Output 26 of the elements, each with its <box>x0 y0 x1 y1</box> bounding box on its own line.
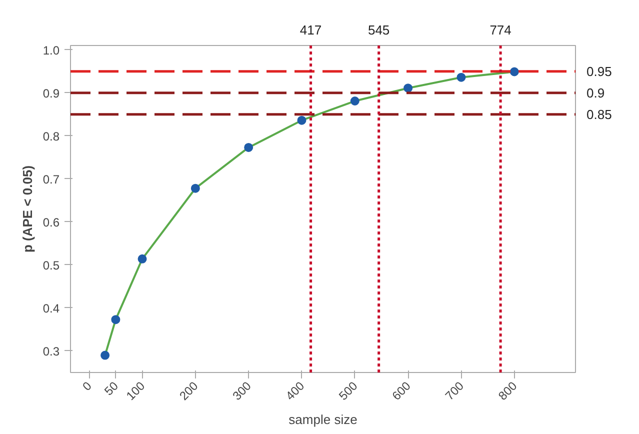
x-tick-label: 500 <box>336 378 360 403</box>
x-tick-label: 400 <box>282 378 308 403</box>
x-axis-title: sample size <box>288 412 358 428</box>
ref-line-label: 417 <box>300 22 322 38</box>
x-tick-label: 800 <box>496 378 520 403</box>
y-axis-title: p (APE < 0.05) <box>20 165 35 253</box>
x-tick-label: 100 <box>124 378 148 403</box>
ref-line-label: 0.95 <box>586 64 612 79</box>
x-tick-label: 200 <box>176 378 201 403</box>
x-tick-label: 50 <box>102 378 122 398</box>
x-tick-label: 300 <box>230 378 254 403</box>
y-tick-label: 0.9 <box>42 86 60 100</box>
x-tick-label: 0 <box>80 378 95 394</box>
y-tick-label: 0.6 <box>42 215 60 230</box>
y-tick-label: 0.8 <box>42 129 60 144</box>
ref-line-label: 545 <box>368 22 390 38</box>
y-tick-label: 0.5 <box>42 258 60 272</box>
ref-line-label: 0.9 <box>586 85 605 100</box>
y-tick-label: 1.0 <box>42 43 60 58</box>
y-tick-label: 0.7 <box>42 172 60 186</box>
ref-line-label: 774 <box>490 22 512 38</box>
ref-line-label: 0.85 <box>586 106 612 122</box>
x-tick-label: 600 <box>389 378 414 403</box>
y-tick-label: 0.4 <box>42 301 60 316</box>
x-tick-label: 700 <box>442 378 467 403</box>
y-tick-label: 0.3 <box>42 344 60 358</box>
